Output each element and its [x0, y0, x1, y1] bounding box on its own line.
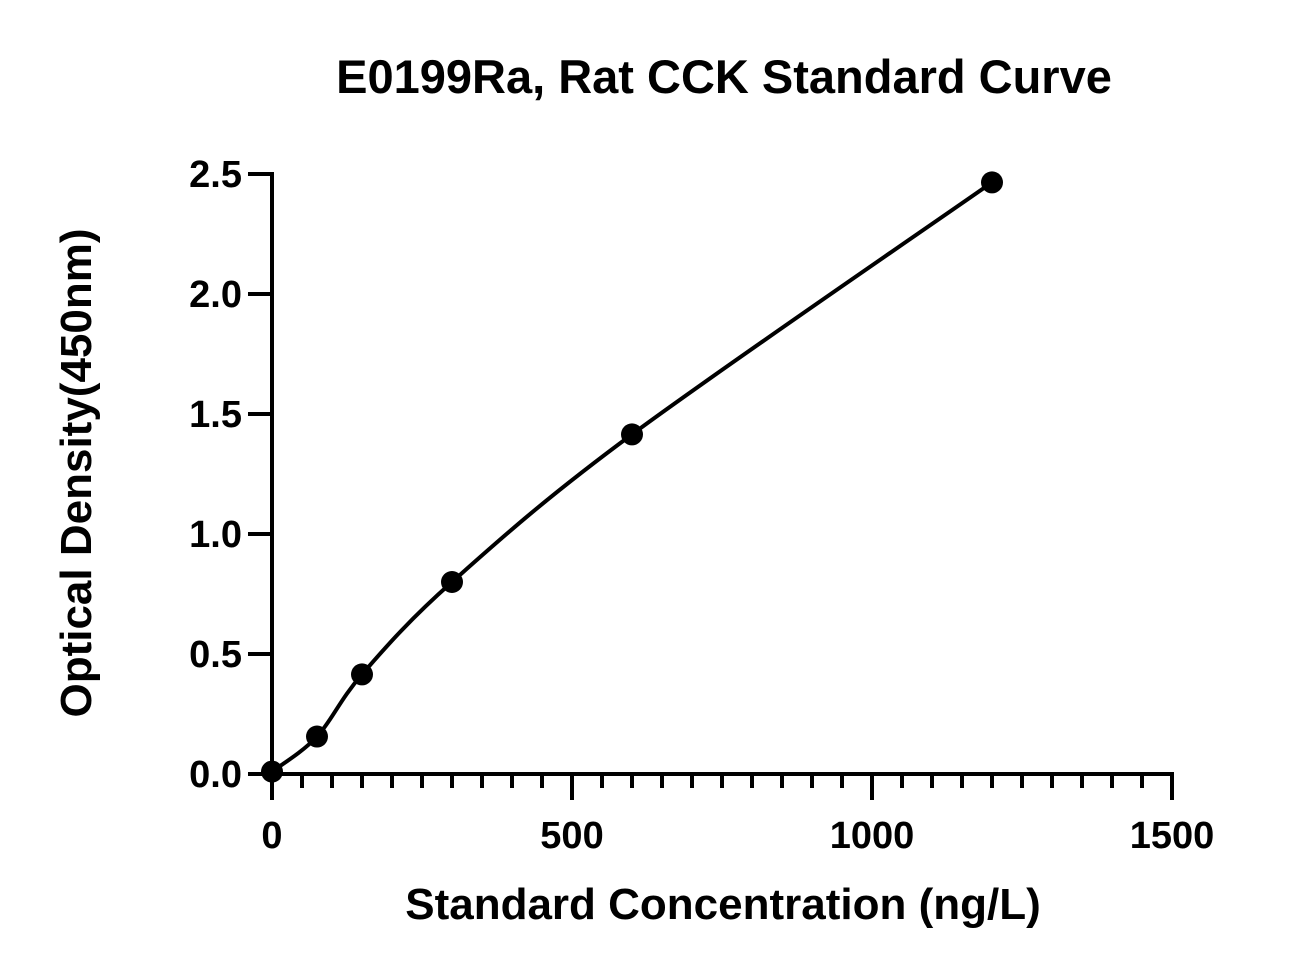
y-tick-label: 0.5 [189, 634, 242, 676]
x-tick-label: 500 [540, 815, 603, 857]
chart-title: E0199Ra, Rat CCK Standard Curve [336, 50, 1112, 103]
y-tick-label: 1.5 [189, 394, 242, 436]
data-point [621, 423, 643, 446]
y-axis-label: Optical Density(450nm) [52, 228, 101, 717]
y-tick-label: 2.0 [189, 274, 242, 316]
data-point [261, 760, 283, 783]
x-axis-label: Standard Concentration (ng/L) [405, 880, 1041, 929]
y-tick-label: 2.5 [189, 154, 242, 196]
data-point [351, 663, 373, 686]
x-tick-label: 1500 [1130, 815, 1215, 857]
x-tick-label: 1000 [830, 815, 915, 857]
fit-curve [270, 180, 994, 774]
ticks: 0.0 0.5 1.0 1.5 2.0 2.5 0 500 1000 1500 [189, 154, 1214, 857]
axes [270, 172, 1174, 776]
y-tick-label: 0.0 [189, 754, 242, 796]
data-point [981, 171, 1003, 194]
plot-area [261, 171, 1003, 783]
x-tick-label: 0 [261, 815, 282, 857]
y-tick-label: 1.0 [189, 514, 242, 556]
data-point [306, 725, 328, 748]
data-point [441, 571, 463, 593]
